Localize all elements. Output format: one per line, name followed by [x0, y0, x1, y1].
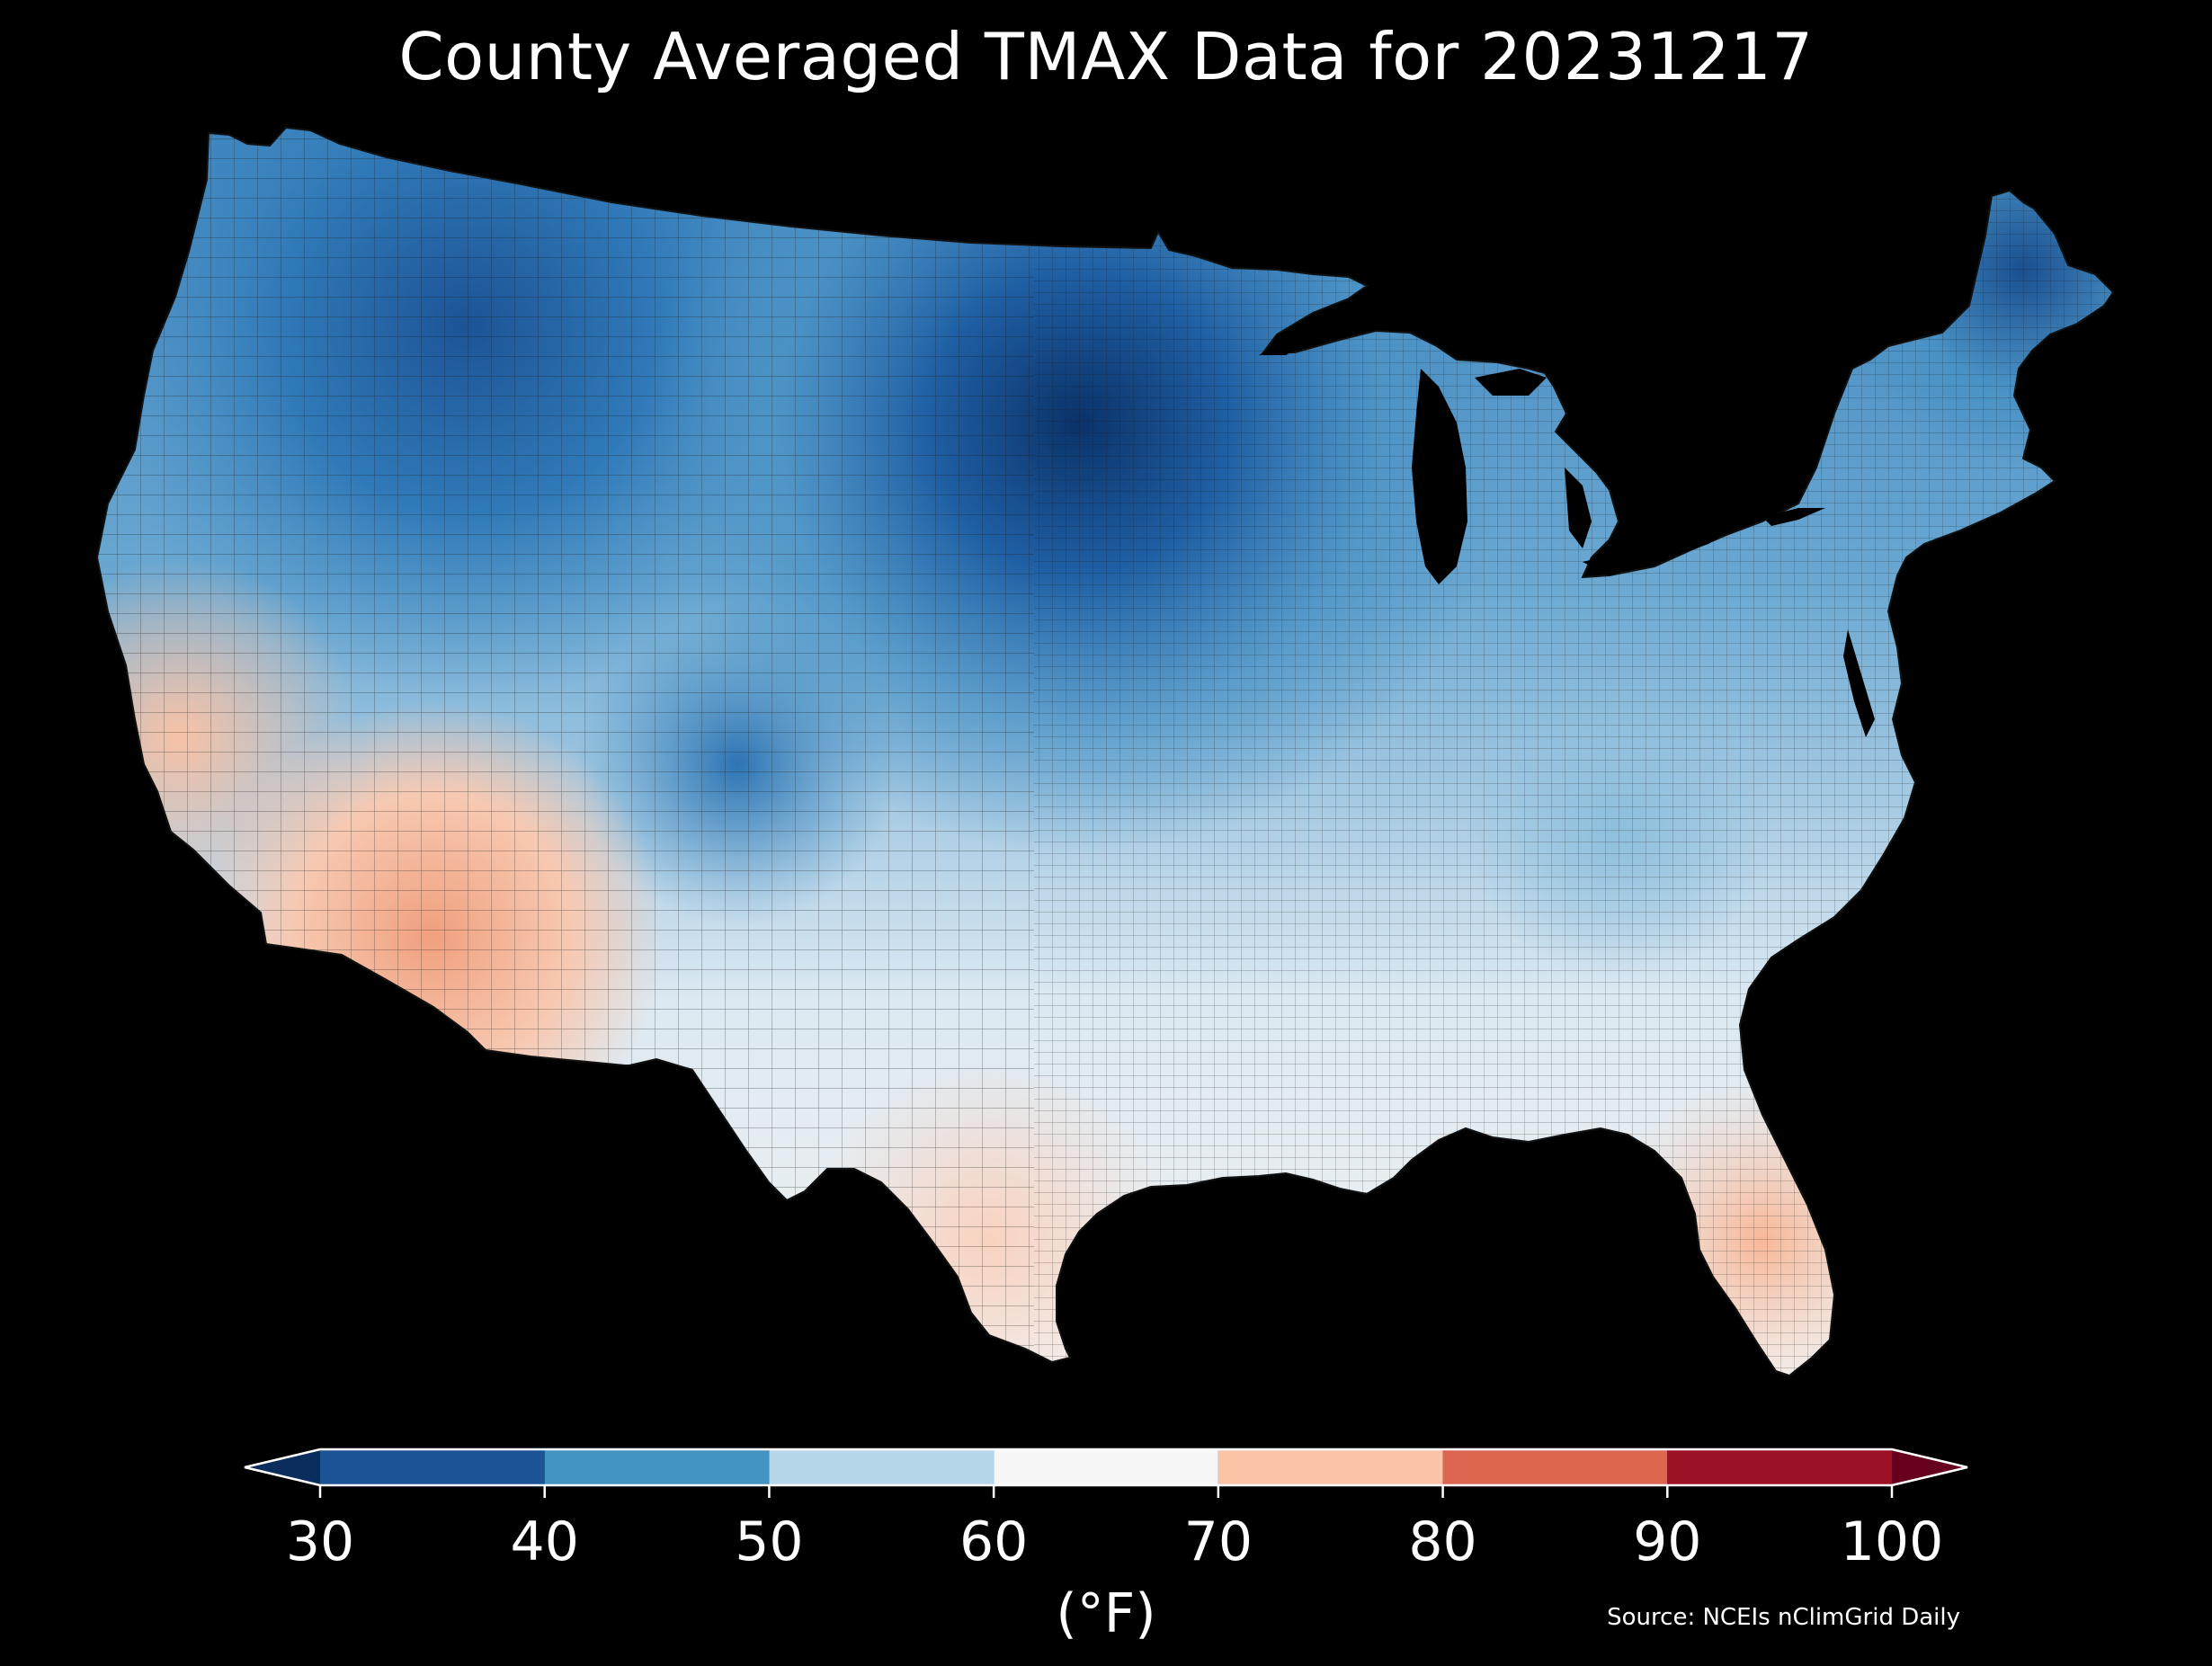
colorbar-bin-0 [320, 1449, 545, 1485]
colorbar-bin-1 [544, 1449, 770, 1485]
colorbar-bin-3 [994, 1449, 1218, 1485]
colorbar-tick-label: 80 [1408, 1510, 1477, 1573]
colorbar-tick-label: 90 [1633, 1510, 1702, 1573]
colorbar-bin-4 [1217, 1449, 1443, 1485]
colorbar-tick-label: 30 [285, 1510, 355, 1573]
colorbar-over-arrow [1892, 1449, 1967, 1485]
colorbar-bin-5 [1442, 1449, 1668, 1485]
colorbar-bin-2 [769, 1449, 995, 1485]
colorbar-bin-6 [1667, 1449, 1892, 1485]
colorbar-tick-label: 100 [1840, 1510, 1944, 1573]
colorbar-tick-label: 60 [959, 1510, 1029, 1573]
colorbar [244, 1448, 1968, 1498]
colorbar-tick-label: 40 [510, 1510, 579, 1573]
colorbar-under-arrow [245, 1449, 320, 1485]
colorbar-unit-label: (°F) [1056, 1582, 1156, 1645]
colorbar-tick-label: 70 [1183, 1510, 1253, 1573]
map-title: County Averaged TMAX Data for 20231217 [398, 19, 1814, 94]
great-lakes [1259, 301, 1875, 737]
colorbar-tick-label: 50 [735, 1510, 804, 1573]
source-label: Source: NCEIs nClimGrid Daily [1607, 1604, 1960, 1631]
